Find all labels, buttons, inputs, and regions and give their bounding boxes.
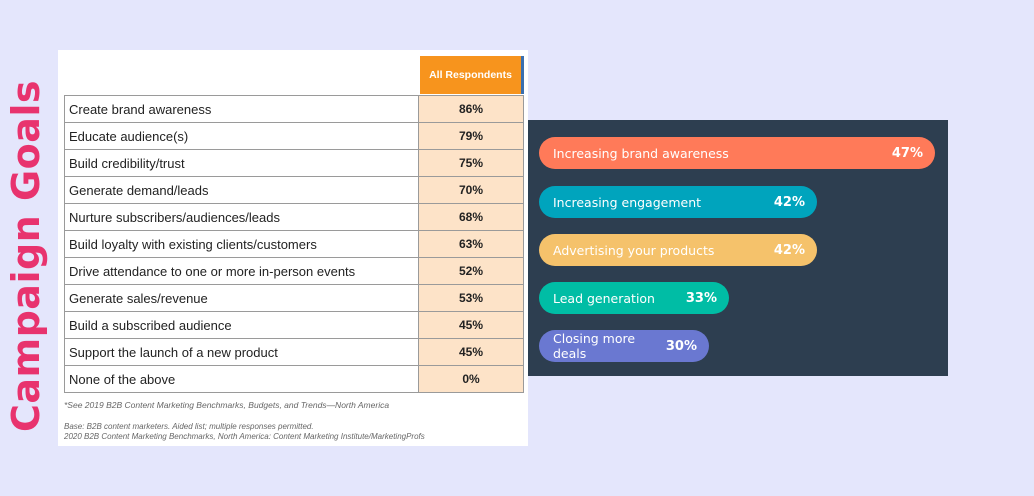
- row-label: None of the above: [64, 365, 419, 393]
- row-value: 68%: [418, 203, 524, 231]
- bar-value-label: 42%: [773, 242, 805, 258]
- table-row: Build loyalty with existing clients/cust…: [64, 230, 524, 258]
- bar-label: Advertising your products: [553, 242, 715, 258]
- page-title: Campaign Goals: [4, 79, 48, 433]
- bar-label: Closing more deals: [553, 331, 636, 361]
- row-label: Educate audience(s): [64, 122, 419, 150]
- bar-label: Increasing engagement: [553, 194, 702, 210]
- bar: Increasing brand awareness 47%: [539, 137, 935, 169]
- survey-table-panel: All Respondents Create brand awareness 86…: [58, 50, 528, 446]
- row-value: 53%: [418, 284, 524, 312]
- bar-label: Increasing brand awareness: [553, 145, 729, 161]
- row-value: 63%: [418, 230, 524, 258]
- row-value: 45%: [418, 311, 524, 339]
- row-label: Create brand awareness: [64, 95, 419, 123]
- table-row: Educate audience(s) 79%: [64, 122, 524, 150]
- table-row: None of the above 0%: [64, 365, 524, 393]
- bar-value-label: 33%: [685, 290, 717, 306]
- base-note: Base: B2B content marketers. Aided list;…: [64, 422, 314, 431]
- row-label: Drive attendance to one or more in-perso…: [64, 257, 419, 285]
- footnote: *See 2019 B2B Content Marketing Benchmar…: [64, 400, 390, 410]
- bar: Increasing engagement 42%: [539, 186, 817, 218]
- table-row: Generate demand/leads 70%: [64, 176, 524, 204]
- table-row: Generate sales/revenue 53%: [64, 284, 524, 312]
- bar-value-label: 42%: [773, 194, 805, 210]
- row-label: Build a subscribed audience: [64, 311, 419, 339]
- source-note: 2020 B2B Content Marketing Benchmarks, N…: [64, 432, 425, 441]
- table-row: Support the launch of a new product 45%: [64, 338, 524, 366]
- row-value: 79%: [418, 122, 524, 150]
- row-label: Generate demand/leads: [64, 176, 419, 204]
- row-value: 0%: [418, 365, 524, 393]
- row-label: Support the launch of a new product: [64, 338, 419, 366]
- bar: Lead generation 33%: [539, 282, 729, 314]
- bar: Closing more deals 30%: [539, 330, 709, 362]
- row-label: Nurture subscribers/audiences/leads: [64, 203, 419, 231]
- row-value: 70%: [418, 176, 524, 204]
- row-value: 75%: [418, 149, 524, 177]
- row-value: 86%: [418, 95, 524, 123]
- table-row: Build a subscribed audience 45%: [64, 311, 524, 339]
- column-header-all-respondents: All Respondents: [420, 56, 524, 94]
- row-value: 52%: [418, 257, 524, 285]
- bar-value-label: 30%: [665, 338, 697, 354]
- row-value: 45%: [418, 338, 524, 366]
- table-row: Create brand awareness 86%: [64, 95, 524, 123]
- row-label: Build loyalty with existing clients/cust…: [64, 230, 419, 258]
- table-row: Nurture subscribers/audiences/leads 68%: [64, 203, 524, 231]
- bar: Advertising your products 42%: [539, 234, 817, 266]
- survey-table: Create brand awareness 86% Educate audienc…: [64, 95, 524, 393]
- bar-chart: Increasing brand awareness 47% Increasing …: [528, 120, 948, 376]
- row-label: Generate sales/revenue: [64, 284, 419, 312]
- table-row: Build credibility/trust 75%: [64, 149, 524, 177]
- table-row: Drive attendance to one or more in-perso…: [64, 257, 524, 285]
- bar-value-label: 47%: [891, 145, 923, 161]
- bar-label: Lead generation: [553, 290, 655, 306]
- row-label: Build credibility/trust: [64, 149, 419, 177]
